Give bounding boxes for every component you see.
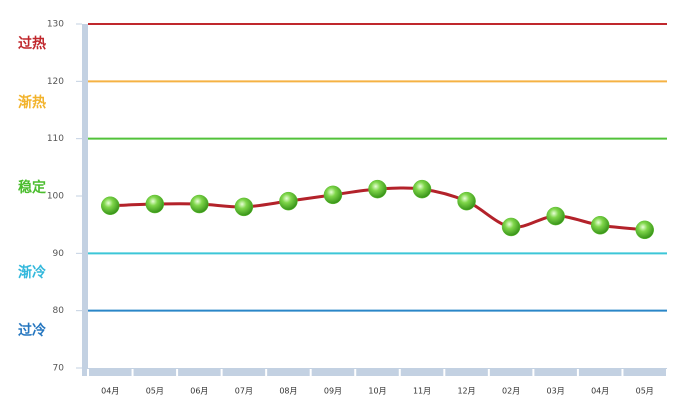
x-tick-label: 08月 [279, 387, 297, 396]
point-marker [190, 194, 209, 214]
x-tick-label: 12月 [457, 387, 475, 396]
y-tick-label: 120 [47, 77, 64, 87]
x-tick-label: 10月 [368, 387, 386, 396]
x-tick-label: 11月 [413, 387, 431, 396]
zone-label: 稳定 [18, 179, 46, 196]
point-marker [501, 217, 521, 237]
y-axis-bar [82, 24, 88, 376]
y-tick-label: 110 [47, 134, 64, 144]
x-tick-label: 03月 [547, 387, 565, 396]
point-marker [412, 179, 432, 199]
x-tick-label: 02月 [502, 387, 520, 396]
zone-label: 渐热 [18, 94, 46, 111]
y-tick-label: 90 [53, 249, 65, 259]
x-tick-label: 06月 [190, 387, 208, 396]
point-marker [101, 196, 120, 215]
point-marker [546, 206, 565, 226]
point-marker [590, 215, 610, 235]
x-tick-label: 05月 [636, 387, 654, 396]
point-marker [457, 191, 476, 211]
x-tick-label: 07月 [235, 387, 253, 396]
x-axis-bar [82, 368, 667, 376]
point-marker [279, 191, 298, 211]
point-marker [323, 185, 343, 205]
y-tick-label: 70 [53, 364, 65, 374]
y-tick-label: 80 [53, 306, 65, 316]
x-tick-label: 05月 [146, 387, 164, 396]
point-marker [635, 220, 654, 240]
point-marker [368, 179, 387, 199]
zone-label: 过热 [18, 35, 46, 52]
zone-label: 渐冷 [18, 264, 46, 281]
zone-label: 过冷 [18, 322, 46, 339]
x-tick-label: 09月 [324, 387, 342, 396]
point-marker [234, 197, 254, 217]
y-tick-label: 130 [47, 20, 64, 30]
x-tick-label: 04月 [591, 387, 609, 396]
point-marker [145, 194, 165, 214]
y-tick-label: 100 [47, 192, 64, 202]
x-tick-label: 04月 [101, 387, 119, 396]
